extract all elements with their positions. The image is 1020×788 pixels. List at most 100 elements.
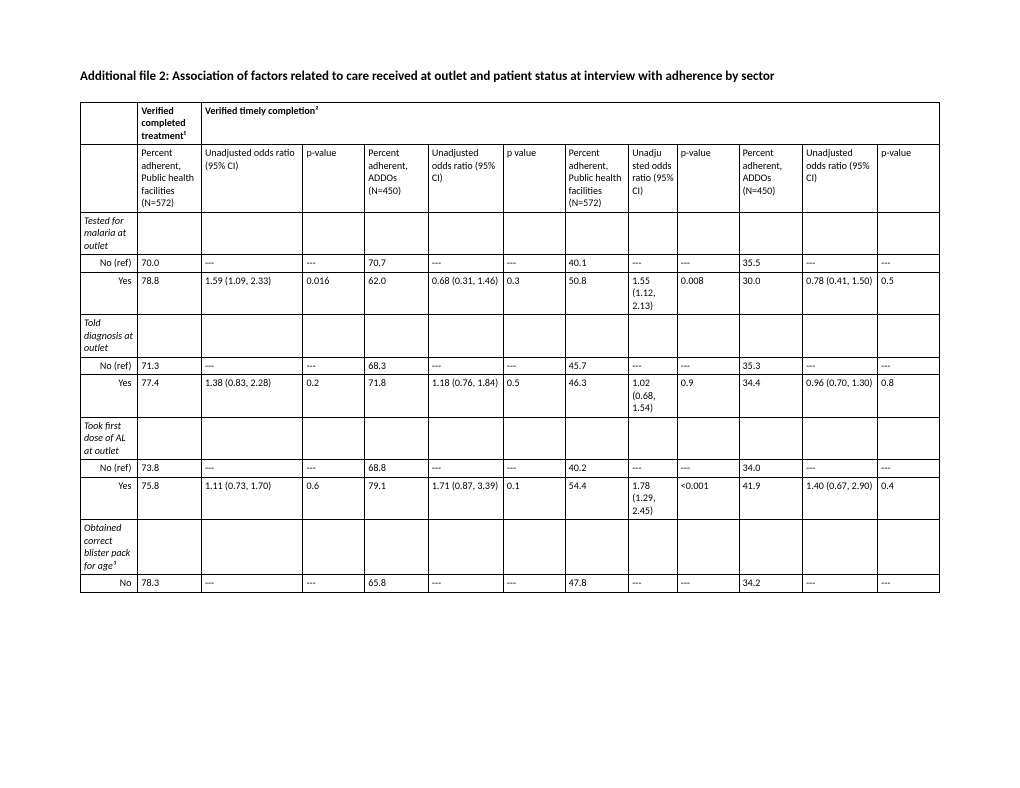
data-cell-9: 30.0: [739, 272, 803, 315]
empty-cell: [303, 315, 365, 358]
data-cell-5: ---: [503, 255, 565, 273]
data-cell-11: 0.8: [878, 375, 940, 418]
empty-cell: [503, 520, 565, 575]
data-cell-3: 68.3: [365, 357, 429, 375]
empty-cell: [565, 520, 629, 575]
section-label: Told diagnosis at outlet: [81, 315, 138, 358]
data-cell-0: 70.0: [138, 255, 202, 273]
data-cell-6: 40.1: [565, 255, 629, 273]
data-cell-3: 62.0: [365, 272, 429, 315]
row-label: Yes: [81, 477, 138, 520]
data-cell-3: 71.8: [365, 375, 429, 418]
data-cell-5: 0.1: [503, 477, 565, 520]
data-cell-2: ---: [303, 575, 365, 593]
column-header-9: p-value: [677, 145, 739, 213]
data-cell-6: 46.3: [565, 375, 629, 418]
empty-cell: [739, 417, 803, 460]
data-cell-5: 0.5: [503, 375, 565, 418]
column-header-12: p-value: [878, 145, 940, 213]
row-label: No (ref): [81, 255, 138, 273]
data-cell-2: 0.016: [303, 272, 365, 315]
empty-cell: [138, 520, 202, 575]
empty-cell: [565, 315, 629, 358]
row-label: No (ref): [81, 357, 138, 375]
data-cell-8: <0.001: [677, 477, 739, 520]
data-cell-6: 54.4: [565, 477, 629, 520]
data-cell-0: 73.8: [138, 460, 202, 478]
data-cell-4: ---: [428, 357, 503, 375]
data-cell-10: 0.96 (0.70, 1.30): [803, 375, 878, 418]
empty-cell: [428, 520, 503, 575]
data-cell-8: ---: [677, 255, 739, 273]
data-cell-9: 35.3: [739, 357, 803, 375]
data-cell-9: 41.9: [739, 477, 803, 520]
data-cell-11: ---: [878, 575, 940, 593]
empty-cell: [739, 520, 803, 575]
data-cell-2: ---: [303, 255, 365, 273]
empty-cell: [365, 212, 429, 255]
empty-cell: [201, 520, 303, 575]
empty-cell: [138, 212, 202, 255]
empty-cell: [878, 315, 940, 358]
data-cell-7: 1.02 (0.68, 1.54): [629, 375, 678, 418]
data-cell-9: 34.4: [739, 375, 803, 418]
data-cell-1: 1.59 (1.09, 2.33): [201, 272, 303, 315]
data-cell-0: 78.8: [138, 272, 202, 315]
data-cell-1: 1.38 (0.83, 2.28): [201, 375, 303, 418]
data-cell-2: ---: [303, 357, 365, 375]
data-cell-9: 34.0: [739, 460, 803, 478]
empty-cell: [303, 520, 365, 575]
empty-cell: [365, 315, 429, 358]
column-header-11: Unadjusted odds ratio (95% CI): [803, 145, 878, 213]
data-cell-1: ---: [201, 575, 303, 593]
data-cell-5: ---: [503, 357, 565, 375]
data-cell-3: 70.7: [365, 255, 429, 273]
data-cell-4: ---: [428, 255, 503, 273]
data-cell-0: 78.3: [138, 575, 202, 593]
data-cell-4: ---: [428, 460, 503, 478]
column-header-0: [81, 145, 138, 213]
empty-cell: [629, 520, 678, 575]
data-cell-8: 0.008: [677, 272, 739, 315]
data-cell-3: 68.8: [365, 460, 429, 478]
section-label: Tested for malaria at outlet: [81, 212, 138, 255]
empty-cell: [428, 315, 503, 358]
section-label: Obtained correct blister pack for age³: [81, 520, 138, 575]
blank-cell: [81, 102, 138, 145]
data-cell-0: 71.3: [138, 357, 202, 375]
empty-cell: [878, 417, 940, 460]
data-cell-5: ---: [503, 460, 565, 478]
data-cell-4: 0.68 (0.31, 1.46): [428, 272, 503, 315]
empty-cell: [677, 315, 739, 358]
empty-cell: [878, 520, 940, 575]
empty-cell: [878, 212, 940, 255]
data-cell-11: 0.5: [878, 272, 940, 315]
data-cell-7: 1.78 (1.29, 2.45): [629, 477, 678, 520]
data-cell-10: 1.40 (0.67, 2.90): [803, 477, 878, 520]
data-cell-6: 50.8: [565, 272, 629, 315]
data-cell-8: 0.9: [677, 375, 739, 418]
row-label: Yes: [81, 272, 138, 315]
empty-cell: [138, 417, 202, 460]
top-header-2: Verified timely completion²: [201, 102, 939, 145]
column-header-7: Percent adherent, Public health faciliti…: [565, 145, 629, 213]
empty-cell: [365, 520, 429, 575]
data-cell-5: 0.3: [503, 272, 565, 315]
empty-cell: [365, 417, 429, 460]
section-label: Took first dose of AL at outlet: [81, 417, 138, 460]
column-header-2: Unadjusted odds ratio (95% CI): [201, 145, 303, 213]
empty-cell: [303, 417, 365, 460]
empty-cell: [503, 212, 565, 255]
empty-cell: [201, 315, 303, 358]
data-cell-6: 40.2: [565, 460, 629, 478]
empty-cell: [503, 315, 565, 358]
data-cell-6: 47.8: [565, 575, 629, 593]
data-cell-10: ---: [803, 575, 878, 593]
data-cell-2: 0.2: [303, 375, 365, 418]
data-cell-4: 1.18 (0.76, 1.84): [428, 375, 503, 418]
data-cell-11: 0.4: [878, 477, 940, 520]
column-header-1: Percent adherent, Public health faciliti…: [138, 145, 202, 213]
empty-cell: [201, 417, 303, 460]
data-cell-8: ---: [677, 357, 739, 375]
empty-cell: [629, 417, 678, 460]
